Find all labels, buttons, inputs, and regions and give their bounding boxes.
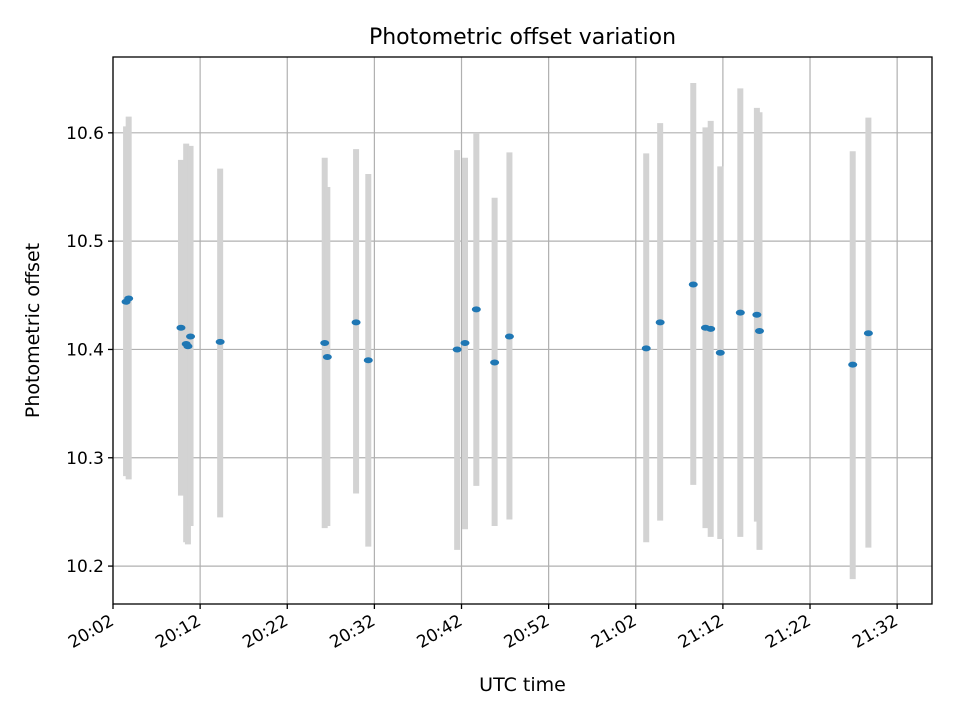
plot-area <box>112 56 933 605</box>
data-point <box>176 324 186 331</box>
data-point <box>363 357 373 364</box>
data-point <box>752 311 762 318</box>
data-point <box>124 295 134 302</box>
x-tick-label: 21:12 <box>675 611 727 653</box>
x-tick-label: 21:22 <box>762 611 814 653</box>
data-point <box>715 349 725 356</box>
data-point <box>452 346 462 353</box>
y-tick-label: 10.3 <box>66 449 104 469</box>
data-point <box>322 354 332 361</box>
y-tick-label: 10.5 <box>66 232 104 252</box>
data-point <box>460 339 470 346</box>
x-tick-label: 20:52 <box>501 611 553 653</box>
data-point <box>655 319 665 326</box>
data-point <box>754 328 764 335</box>
y-tick-label: 10.2 <box>66 557 104 577</box>
data-point <box>351 319 361 326</box>
data-points <box>121 281 873 368</box>
data-point <box>848 361 858 368</box>
x-tick-label: 21:02 <box>588 611 640 653</box>
x-tick-label: 20:32 <box>326 611 378 653</box>
data-point <box>215 338 225 345</box>
data-point <box>320 339 330 346</box>
y-tick-label: 10.6 <box>66 124 104 144</box>
y-axis-label: Photometric offset <box>22 243 44 418</box>
data-point <box>490 359 500 366</box>
y-axis-ticks: 10.2 10.3 10.4 10.5 10.6 <box>66 124 113 577</box>
x-tick-label: 20:02 <box>65 611 117 653</box>
x-tick-label: 20:42 <box>414 611 466 653</box>
grid-layer <box>112 57 932 604</box>
data-point <box>863 330 873 337</box>
data-point <box>471 306 481 313</box>
x-axis-label: UTC time <box>479 674 566 696</box>
x-tick-label: 20:22 <box>239 611 291 653</box>
data-point <box>706 325 716 332</box>
x-axis-ticks: 20:02 20:12 20:22 20:32 20:42 20:52 21:02 21:12… <box>65 604 902 653</box>
y-tick-label: 10.4 <box>66 340 104 360</box>
chart-title: Photometric offset variation <box>369 25 676 50</box>
x-tick-label: 21:32 <box>849 611 901 653</box>
data-point <box>641 345 651 352</box>
data-point <box>504 333 514 340</box>
data-point <box>735 309 745 316</box>
data-point <box>183 343 193 350</box>
data-point <box>186 333 196 340</box>
data-point <box>688 281 698 288</box>
x-tick-label: 20:12 <box>152 611 204 653</box>
